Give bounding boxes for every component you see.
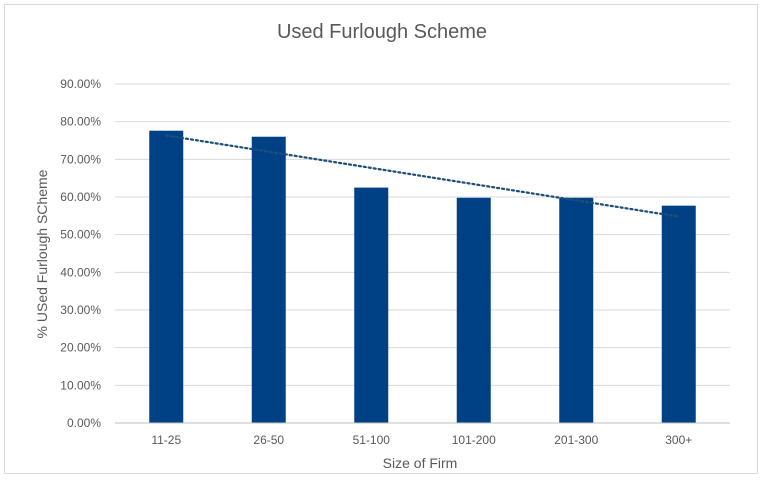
bar [251, 136, 286, 423]
y-tick-label: 50.00% [60, 228, 101, 242]
y-tick-label: 70.00% [60, 152, 101, 166]
chart-title: Used Furlough Scheme [277, 21, 487, 43]
bar [456, 197, 491, 423]
trendline-group [165, 134, 680, 218]
y-axis-ticks: 0.00% 10.00% 20.00% 30.00% 40.00% 50.00% 60.00… [60, 77, 101, 430]
x-tick-label: 101-200 [452, 433, 496, 447]
x-tick-label: 300+ [665, 433, 692, 447]
y-tick-label: 10.00% [60, 378, 101, 392]
y-tick-label: 90.00% [60, 77, 101, 91]
x-tick-label: 51-100 [353, 433, 391, 447]
x-tick-label: 201-300 [554, 433, 598, 447]
x-axis-label: Size of Firm [383, 455, 458, 471]
y-tick-label: 20.00% [60, 341, 101, 355]
trendline [165, 134, 680, 218]
bar [661, 205, 696, 423]
bars [149, 130, 696, 423]
x-tick-label: 26-50 [253, 433, 284, 447]
bar [149, 130, 184, 423]
x-tick-label: 11-25 [151, 433, 181, 447]
y-tick-label: 80.00% [60, 115, 101, 129]
bar [559, 197, 594, 423]
y-axis-label: % USed Furlough SCheme [34, 169, 50, 338]
bar [354, 187, 389, 423]
y-tick-label: 30.00% [60, 303, 101, 317]
gridlines [115, 83, 730, 386]
y-tick-label: 40.00% [60, 265, 101, 279]
x-axis-ticks: 11-25 26-50 51-100 101-200 201-300 300+ [151, 433, 692, 447]
y-tick-label: 0.00% [67, 416, 101, 430]
y-tick-label: 60.00% [60, 190, 101, 204]
